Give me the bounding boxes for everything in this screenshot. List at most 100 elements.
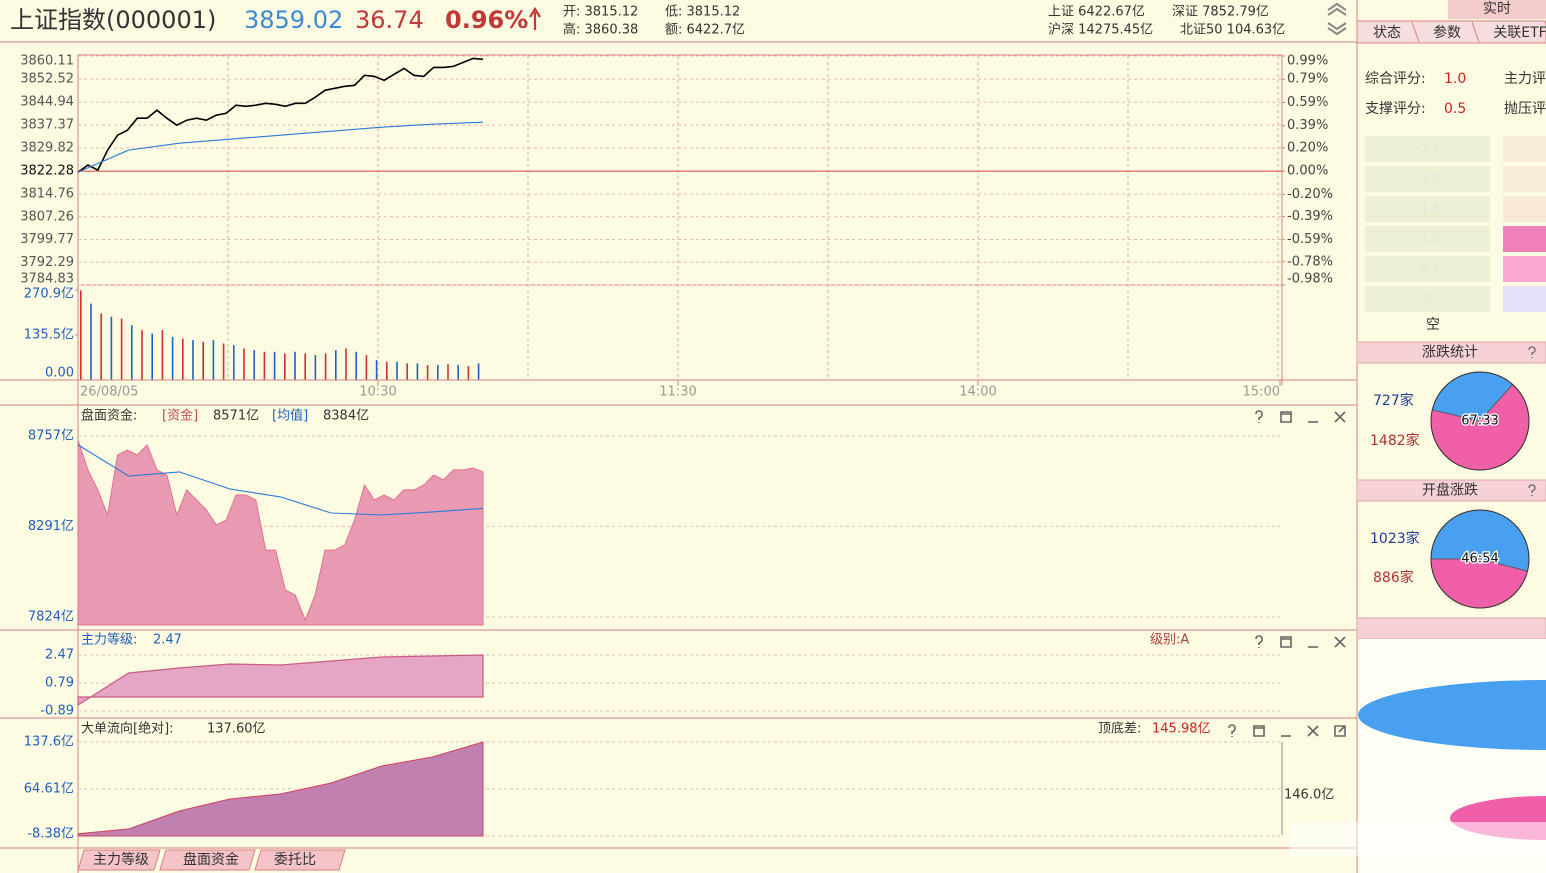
pane-title: 主力等级:: [81, 632, 137, 648]
volume-bar: [182, 338, 184, 380]
bottom-tab-label[interactable]: 主力等级: [93, 851, 149, 868]
stat-title: 开盘涨跌: [1422, 482, 1478, 499]
volume-bar: [212, 340, 215, 380]
y-tick-label: 3844.94: [20, 95, 74, 110]
volume-bar: [233, 345, 235, 380]
fund-value: 8571亿: [213, 409, 259, 424]
y2-tick-label: 0.20%: [1287, 140, 1328, 155]
diff-label: 顶底差:: [1098, 721, 1141, 737]
y-tick-label: 3822.28: [20, 164, 74, 179]
level-area: [77, 654, 484, 707]
price-line: [77, 121, 484, 173]
side-tab-edge: [1471, 21, 1480, 43]
collapse-icon[interactable]: [1327, 2, 1347, 36]
y2-tick-label: -0.39%: [1287, 209, 1333, 224]
diff-value: 145.98亿: [1152, 722, 1211, 737]
pane-button-max[interactable]: [1253, 725, 1265, 737]
score-field: 综合评分:: [1365, 71, 1426, 87]
volume-bar: [426, 365, 429, 380]
help-icon[interactable]: [1528, 346, 1536, 358]
flow-blob-blue: [1358, 680, 1546, 750]
pane-button-q[interactable]: [1255, 635, 1263, 648]
volume-bar: [90, 303, 92, 380]
level-cell-right: [1503, 226, 1546, 252]
bottom-tab-label[interactable]: 盘面资金: [183, 851, 239, 868]
y2-tick-label: 0.39%: [1287, 118, 1328, 133]
bottom-tab-label[interactable]: 委托比: [274, 852, 316, 868]
level-cell-right: [1503, 166, 1546, 192]
side-tab[interactable]: 状态: [1373, 25, 1401, 41]
level-label: -1.0: [1416, 232, 1439, 246]
pane-button-max[interactable]: [1280, 636, 1292, 648]
market-turnover: 北证50 104.63亿: [1180, 23, 1285, 38]
time-label: 14:00: [959, 385, 996, 400]
volume-bar: [192, 340, 194, 380]
market-turnover: 上证 6422.67亿: [1048, 5, 1145, 20]
stat-band: [1356, 341, 1546, 364]
index-price: 3859.02: [244, 6, 343, 34]
volume-bar: [263, 351, 266, 380]
level-cell: [1365, 196, 1490, 222]
pane-button-close[interactable]: [1334, 636, 1346, 648]
y2-tick-label: -0.78%: [1287, 254, 1333, 269]
index-percent: 0.96%: [445, 6, 528, 34]
pane-button-close[interactable]: [1334, 411, 1346, 423]
pane-button-q[interactable]: [1255, 410, 1263, 423]
volume-bar: [141, 330, 143, 380]
time-label: 15:00: [1243, 385, 1280, 400]
pane-button-close[interactable]: [1307, 725, 1319, 737]
score-field: 0.5: [1444, 101, 1466, 117]
volume-bar: [171, 336, 174, 380]
index-change: 36.74: [355, 6, 424, 34]
volume-bar: [396, 361, 398, 380]
volume-bar: [355, 351, 357, 380]
stat-band: [1356, 479, 1546, 502]
legend-avg: [均值]: [272, 408, 308, 424]
pane-title: 大单流向[绝对]:: [81, 721, 174, 737]
pie-label: 46:54: [1461, 552, 1498, 567]
down-count: 1482家: [1370, 432, 1420, 449]
level-cell: [1365, 136, 1490, 162]
score-field: 1.0: [1444, 71, 1466, 87]
volume-bar: [294, 351, 296, 380]
capital-area: [77, 439, 484, 626]
level-label: -1.5: [1416, 202, 1439, 216]
level-grade: 级别:A: [1150, 633, 1189, 648]
up-count: 727家: [1373, 392, 1414, 409]
volume-bar: [222, 343, 225, 380]
volume-bar: [335, 350, 337, 380]
volume-tick-label: 270.9亿: [24, 287, 74, 302]
y-tick-label: 3784.83: [20, 272, 74, 287]
level-cell: [1365, 166, 1490, 192]
quote-field: 高: 3860.38: [563, 22, 638, 38]
y-tick-label: 3792.29: [20, 255, 74, 270]
index-title: 上证指数(000001): [10, 6, 216, 34]
y2-tick-label: 0.59%: [1287, 95, 1328, 110]
side-tab[interactable]: 参数: [1433, 24, 1461, 41]
pie-outline: [1430, 371, 1530, 471]
y-tick-label: 7824亿: [28, 610, 74, 625]
quote-field: 额: 6422.7亿: [665, 23, 745, 38]
pane-button-q[interactable]: [1228, 724, 1236, 737]
volume-bar: [131, 325, 133, 380]
pane-button-max[interactable]: [1280, 411, 1292, 423]
flow-area: [77, 741, 484, 837]
level-cell-right: [1503, 256, 1546, 282]
empty-label: 空: [1426, 317, 1440, 333]
level-label: -0.5: [1416, 262, 1439, 276]
bottom-tab[interactable]: [254, 849, 346, 871]
y-tick-label: -0.89: [40, 704, 74, 719]
side-tab[interactable]: 关联ETF: [1493, 25, 1546, 41]
time-label: 10:30: [359, 385, 396, 400]
bottom-tab[interactable]: [77, 849, 161, 871]
volume-bar: [80, 290, 82, 380]
pane-button-pop[interactable]: [1334, 725, 1346, 737]
help-icon[interactable]: [1528, 484, 1536, 496]
volume-bar: [120, 318, 123, 380]
avg-value: 8384亿: [323, 409, 369, 424]
y-tick-label: 0.79: [45, 676, 74, 691]
level-cell: [1365, 226, 1490, 252]
y2-tick-label: -0.59%: [1287, 232, 1333, 247]
y-tick-label: 64.61亿: [24, 782, 74, 797]
bottom-tab[interactable]: [159, 849, 256, 871]
